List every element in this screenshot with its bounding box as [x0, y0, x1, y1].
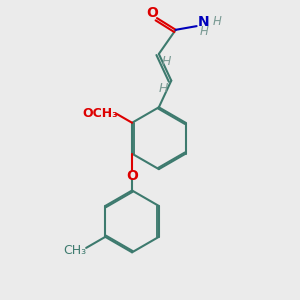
Text: N: N [198, 15, 210, 29]
Text: O: O [126, 169, 138, 183]
Text: H: H [200, 25, 208, 38]
Text: CH₃: CH₃ [63, 244, 86, 257]
Text: OCH₃: OCH₃ [83, 107, 118, 120]
Text: H: H [213, 15, 222, 28]
Text: H: H [158, 82, 168, 95]
Text: H: H [161, 55, 171, 68]
Text: O: O [147, 6, 158, 20]
